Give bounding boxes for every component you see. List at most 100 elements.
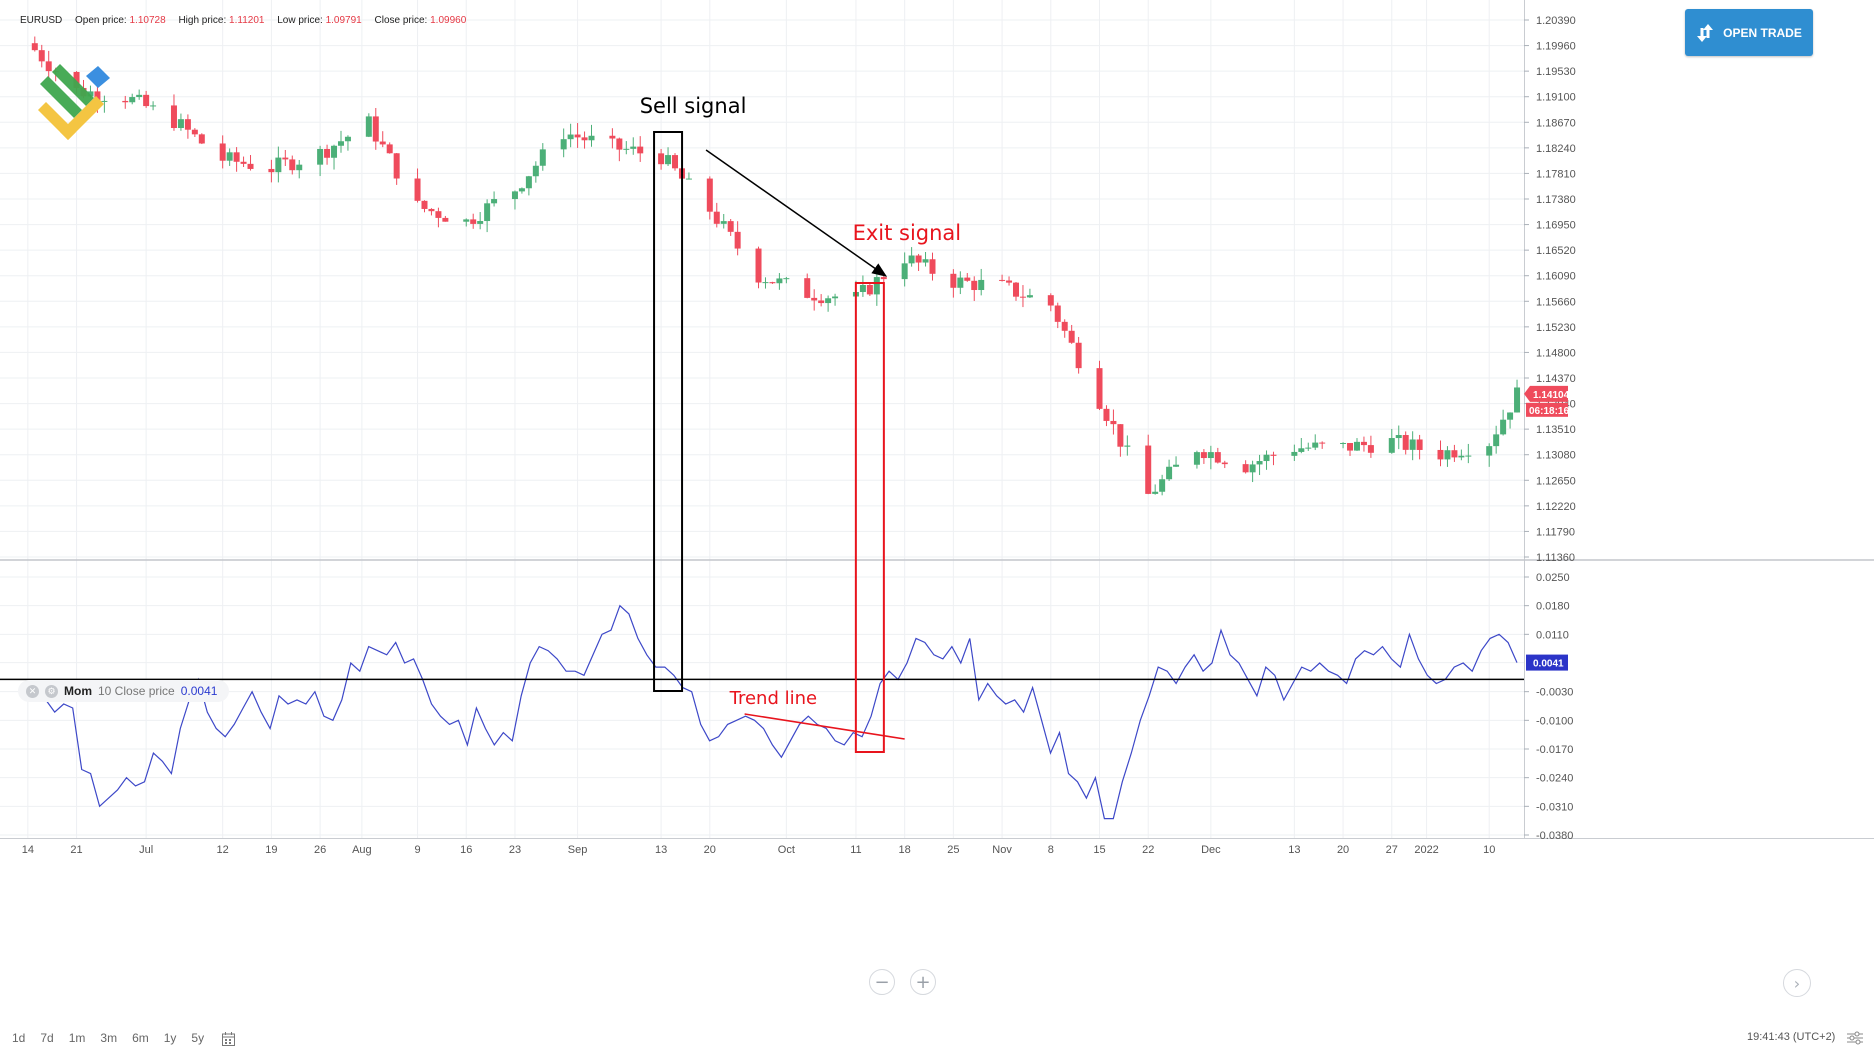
candle-down <box>755 248 762 283</box>
candle-down <box>950 273 957 288</box>
candle-up <box>859 285 866 293</box>
y-tick-label: 1.17380 <box>1536 194 1576 206</box>
y-tick-label: 1.15230 <box>1536 322 1576 334</box>
y-tick-label: 1.12650 <box>1536 475 1576 487</box>
candle-down <box>282 157 289 160</box>
candle-down <box>880 277 887 280</box>
y-tick-label: 1.14370 <box>1536 373 1576 385</box>
y-tick-label: 0.0250 <box>1536 572 1570 584</box>
ohlc-header: EURUSD Open price: 1.10728 High price: 1… <box>20 15 466 26</box>
x-tick-label: 2022 <box>1414 844 1438 856</box>
open-price-label: Open price: <box>75 15 127 26</box>
momentum-value-label: 0.0041 <box>1533 659 1564 670</box>
gear-icon[interactable]: ⚙ <box>45 684 58 698</box>
candle-down <box>1145 445 1152 494</box>
x-tick-label: 10 <box>1483 844 1495 856</box>
zoom-out-button[interactable]: − <box>869 969 895 995</box>
open-trade-button[interactable]: OPEN TRADE <box>1685 9 1813 56</box>
candle-down <box>929 259 936 274</box>
candle-up <box>873 277 880 295</box>
candle-up <box>532 165 539 177</box>
candle-down <box>1117 424 1124 447</box>
candle-down <box>1319 442 1326 444</box>
x-tick-label: 12 <box>217 844 229 856</box>
candle-up <box>665 155 672 165</box>
range-1y[interactable]: 1y <box>163 1031 177 1045</box>
x-tick-label: 16 <box>460 844 472 856</box>
x-tick-label: Sep <box>568 844 588 856</box>
candle-up <box>1340 442 1347 444</box>
candle-down <box>372 116 379 142</box>
candle-up <box>978 279 985 291</box>
candle-down <box>1013 282 1019 297</box>
calendar-icon[interactable] <box>222 1032 235 1046</box>
candle-down <box>38 50 45 62</box>
sliders-icon[interactable] <box>1847 1031 1863 1045</box>
momentum-value-tag <box>1526 654 1568 671</box>
range-7d[interactable]: 7d <box>40 1031 54 1045</box>
candle-up <box>275 157 282 173</box>
candle-up <box>1152 491 1159 494</box>
y-tick-label: 0.0110 <box>1536 629 1569 641</box>
x-tick-label: 18 <box>899 844 911 856</box>
candle-up <box>783 278 790 280</box>
indicator-name: Mom <box>64 684 92 698</box>
candle-up <box>957 277 964 288</box>
candle-up <box>331 145 338 158</box>
candle-down <box>811 297 818 301</box>
candle-down <box>1006 280 1013 283</box>
candle-up <box>1486 446 1493 456</box>
range-5y[interactable]: 5y <box>191 1031 205 1045</box>
candle-down <box>428 208 435 212</box>
candle-down <box>240 161 247 164</box>
trend-line-label: Trend line <box>729 688 817 709</box>
trend-arrow <box>705 149 888 277</box>
candle-up <box>226 152 233 161</box>
candle-down <box>393 153 400 179</box>
candle-down <box>1437 449 1444 460</box>
candle-down <box>1347 442 1354 451</box>
candle-up <box>1166 466 1173 480</box>
x-tick-label: 21 <box>70 844 82 856</box>
candle-down <box>170 105 177 129</box>
candles <box>31 36 1521 496</box>
y-tick-label: 1.20390 <box>1536 15 1576 27</box>
scroll-right-button[interactable]: › <box>1783 969 1811 997</box>
range-1m[interactable]: 1m <box>68 1031 86 1045</box>
candle-down <box>769 282 776 284</box>
range-3m[interactable]: 3m <box>100 1031 118 1045</box>
candle-up <box>567 134 574 140</box>
range-6m[interactable]: 6m <box>132 1031 149 1045</box>
candle-down <box>1019 296 1026 298</box>
candle-up <box>720 221 727 224</box>
close-price-label: Close price: <box>374 15 428 26</box>
x-tick-label: Oct <box>778 844 795 856</box>
high-price-value: 1.11201 <box>229 15 265 26</box>
candle-down <box>1402 435 1409 450</box>
close-indicator-icon[interactable]: ✕ <box>26 684 39 698</box>
candle-down <box>414 178 421 201</box>
candle-up <box>484 203 491 222</box>
candle-down <box>1047 295 1054 306</box>
zoom-in-button[interactable]: + <box>910 969 936 995</box>
candle-up <box>1305 447 1312 449</box>
range-1d[interactable]: 1d <box>12 1031 26 1045</box>
x-tick-label: 9 <box>414 844 420 856</box>
candle-up <box>1458 455 1465 458</box>
exit-signal-box <box>854 282 885 753</box>
x-tick-label: 22 <box>1142 844 1154 856</box>
indicator-params: 10 Close price <box>98 684 175 698</box>
x-tick-label: Aug <box>352 844 372 856</box>
plus-icon: + <box>915 971 931 993</box>
candle-down <box>1270 454 1277 456</box>
candle-up <box>623 148 630 150</box>
y-tick-label: 0.0180 <box>1536 601 1570 613</box>
y-tick-label: 1.19100 <box>1536 92 1576 104</box>
trend-line <box>744 713 905 740</box>
candle-down <box>435 211 442 218</box>
candle-down <box>1360 441 1367 446</box>
candle-up <box>525 176 532 189</box>
candle-down <box>198 134 205 144</box>
x-tick-label: Nov <box>992 844 1012 856</box>
